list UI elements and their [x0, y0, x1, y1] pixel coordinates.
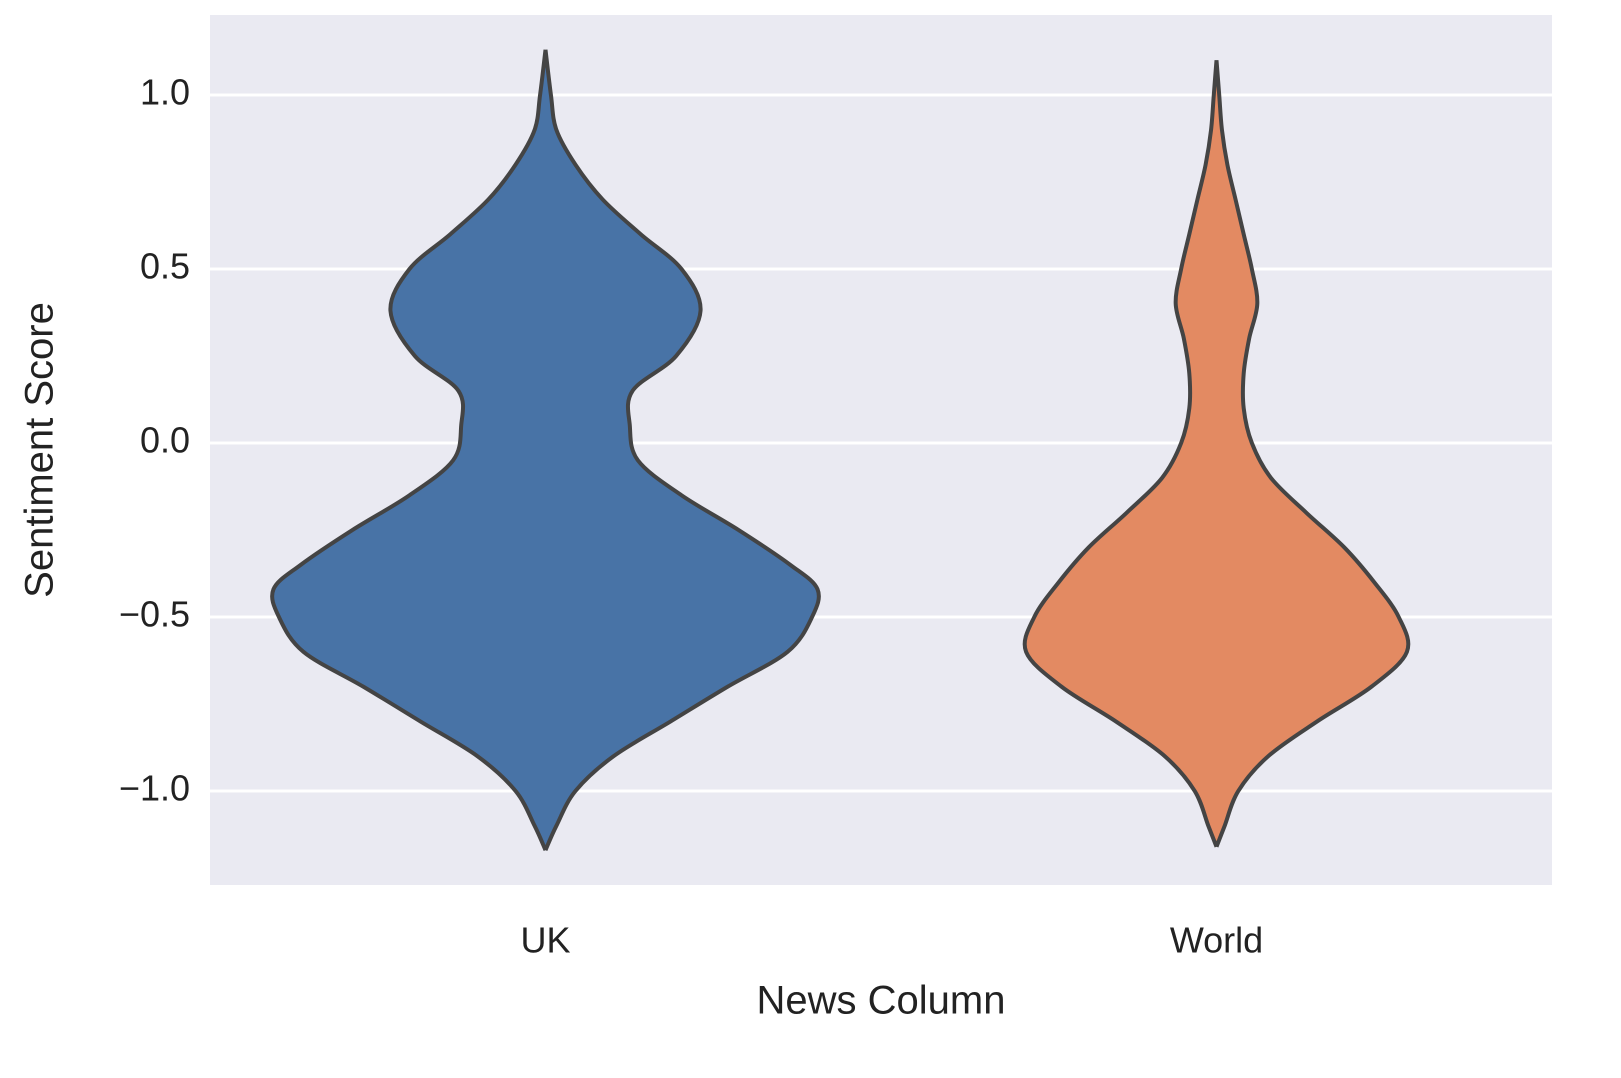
x-tick-label: World	[1170, 920, 1263, 961]
violin-body	[272, 49, 546, 851]
y-tick-label: −0.5	[119, 594, 190, 635]
violin-outline	[543, 49, 821, 852]
violin-body	[545, 49, 819, 851]
y-tick-label: 0.5	[140, 246, 190, 287]
plot-background	[210, 15, 1552, 885]
y-tick-label: 0.0	[140, 420, 190, 461]
violin-outline	[1022, 60, 1219, 848]
x-tick-label: UK	[520, 920, 570, 961]
violin-body	[1024, 60, 1217, 847]
y-tick-label: −1.0	[119, 768, 190, 809]
violin-outline	[270, 49, 548, 852]
y-tick-label: 1.0	[140, 72, 190, 113]
y-axis-label: Sentiment Score	[18, 302, 62, 598]
violin-body	[1216, 60, 1409, 847]
x-axis-label: News Column	[757, 979, 1006, 1023]
violin-outline	[1214, 60, 1411, 848]
